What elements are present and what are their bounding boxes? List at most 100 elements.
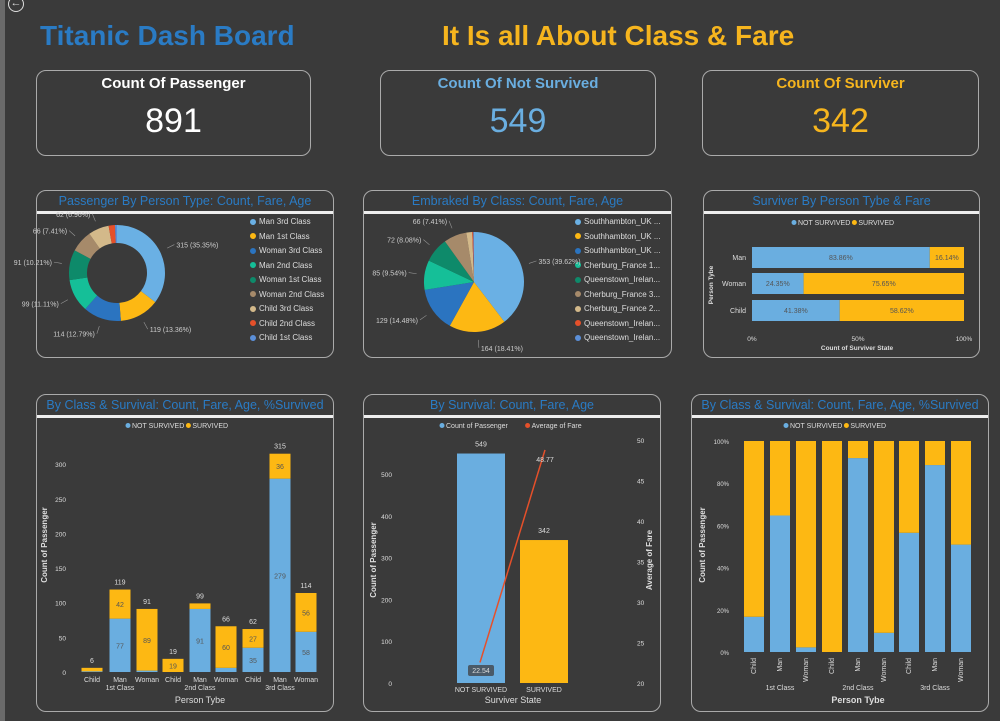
legend-item[interactable]: Cherburg_France 3... — [575, 288, 661, 303]
leader-line — [167, 244, 175, 249]
data-label: 83.86% — [829, 255, 853, 262]
legend-label: Child 2nd Class — [259, 318, 316, 328]
dashboard-title: Titanic Dash Board — [40, 20, 295, 51]
axis-title: Average of Fare — [645, 529, 654, 590]
panel-class-survival-count: By Class & Survival: Count, Fare, Age, %… — [36, 394, 334, 712]
legend-item[interactable]: Queenstown_Irelan... — [575, 331, 661, 346]
group-label: 2nd Class — [184, 685, 216, 692]
legend-label: Southhambton_UK ... — [584, 217, 661, 226]
tick-label: 100 — [55, 601, 66, 608]
tick-label: 400 — [381, 514, 392, 521]
legend-item[interactable]: Southhambton_UK ... — [575, 230, 661, 245]
legend-item[interactable]: Child 3rd Class — [250, 302, 324, 317]
legend-item[interactable]: Man 3rd Class — [250, 215, 324, 230]
tick-label: 80% — [717, 482, 730, 488]
legend-label: Average of Fare — [532, 423, 582, 430]
donut-legend: Man 3rd Class Man 1st Class Woman 3rd Clas… — [250, 215, 324, 346]
legend-label: Woman 1st Class — [259, 275, 322, 284]
category-label: Child — [751, 658, 758, 674]
legend-label: NOT SURVIVED — [132, 423, 184, 430]
bar-segment — [136, 670, 158, 672]
data-label: 114 (12.79%) — [53, 332, 95, 339]
pie-slice — [114, 225, 117, 244]
tick-label: 100% — [956, 336, 973, 343]
category-label: Child — [245, 677, 261, 684]
data-label: 66 (7.41%) — [413, 219, 447, 226]
legend-label: Queenstown_Irelan... — [584, 275, 661, 284]
legend-label: Queenstown_Irelan... — [584, 318, 661, 328]
bar-segment — [189, 608, 211, 672]
legend-item[interactable]: Man 1st Class — [250, 230, 324, 245]
tick-label: 0 — [388, 681, 392, 688]
kpi-count-surviver: Count Of Surviver 342 — [702, 70, 979, 156]
panel-title: By Class & Survival: Count, Fare, Age, %… — [692, 395, 988, 418]
legend-item[interactable]: Child 1st Class — [250, 331, 324, 346]
category-label: Woman — [722, 281, 746, 288]
data-label: 27 — [249, 636, 257, 643]
kpi-value: 342 — [812, 102, 869, 140]
group-label: 3rd Class — [920, 685, 950, 692]
back-arrow-icon[interactable]: ← — [8, 0, 24, 12]
leader-line — [92, 213, 96, 222]
legend-dot-icon — [843, 423, 849, 428]
legend-dot-icon — [575, 218, 581, 225]
tick-label: 40 — [637, 519, 645, 526]
legend-item[interactable]: Southhambton_UK ... — [575, 244, 661, 259]
category-label: Man — [273, 677, 287, 684]
total-label: 91 — [143, 599, 151, 606]
legend-item[interactable]: Cherburg_France 2... — [575, 302, 661, 317]
pie-slice — [69, 250, 91, 281]
bar-segment — [109, 618, 131, 672]
group-label: 2nd Class — [842, 685, 874, 692]
panel-title: By Class & Survival: Count, Fare, Age, %… — [37, 395, 333, 418]
data-label: 66 (7.41%) — [33, 229, 67, 236]
bar-segment — [925, 441, 945, 466]
legend-label: Child 3rd Class — [259, 304, 314, 313]
bar-segment — [752, 300, 840, 321]
bar-segment — [951, 441, 971, 545]
tick-label: 0 — [62, 670, 66, 677]
data-label: 549 — [475, 442, 487, 449]
bar-segment — [752, 273, 804, 294]
data-label: 58.62% — [890, 308, 914, 315]
kpi-label: Count Of Surviver — [776, 75, 905, 92]
data-label: 72 (8.08%) — [387, 238, 421, 245]
data-label: 85 (9.54%) — [372, 271, 406, 278]
data-label: 19 — [169, 663, 177, 670]
panel-embarked-by-class: Embraked By Class: Count, Fare, Age — [363, 190, 672, 358]
legend-item[interactable]: Woman 2nd Class — [250, 288, 324, 303]
bar-segment — [925, 465, 945, 652]
bar-segment — [189, 603, 211, 609]
panel-surviver-by-person-type: Surviver By Person Tybe & Fare — [703, 190, 980, 358]
legend-item[interactable]: Queenstown_Irelan... — [575, 273, 661, 288]
category-label: SURVIVED — [526, 687, 562, 694]
panel-title: Surviver By Person Tybe & Fare — [704, 191, 979, 214]
leader-line — [448, 220, 453, 229]
panel-class-survival-percent: By Class & Survival: Count, Fare, Age, %… — [691, 394, 989, 712]
bar-segment — [752, 247, 930, 268]
bar-segment — [770, 441, 790, 516]
legend-item[interactable]: Queenstown_Irelan... — [575, 317, 661, 332]
legend-dot-icon — [575, 262, 581, 269]
pie-slice — [449, 282, 505, 332]
legend-dot-icon — [525, 423, 531, 428]
kpi-count-passenger: Count Of Passenger 891 — [36, 70, 311, 156]
data-label: 353 (39.62%) — [539, 259, 581, 266]
leader-line — [423, 239, 430, 246]
legend-item[interactable]: Southhambton_UK ... — [575, 215, 661, 230]
legend-dot-icon — [250, 218, 256, 225]
legend-item[interactable]: Cherburg_France 1... — [575, 259, 661, 274]
legend-item[interactable]: Woman 3rd Class — [250, 244, 324, 259]
category-label: NOT SURVIVED — [455, 687, 507, 694]
leader-line — [408, 272, 417, 275]
pie-slice — [74, 233, 100, 259]
legend-item[interactable]: Man 2nd Class — [250, 259, 324, 274]
legend-dot-icon — [575, 320, 581, 327]
legend-item[interactable]: Child 2nd Class — [250, 317, 324, 332]
axis-title: Person Tybe — [708, 265, 715, 304]
legend-item[interactable]: Woman 1st Class — [250, 273, 324, 288]
data-label: 22.54 — [472, 668, 490, 675]
legend-label: Child 1st Class — [259, 333, 313, 342]
legend-label: Southhambton_UK ... — [584, 246, 661, 255]
